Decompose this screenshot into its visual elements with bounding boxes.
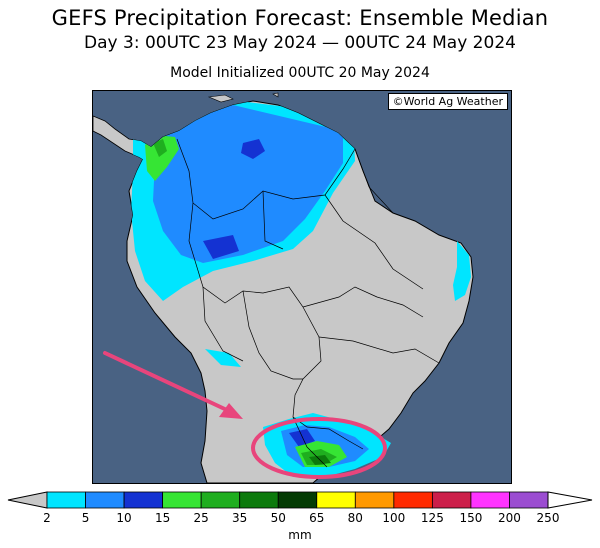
caribbean-island [207, 94, 234, 103]
precipitation-patch [205, 349, 241, 367]
colorbar-bin-2-5 [46, 491, 86, 509]
colorbar-tick-label: 25 [193, 511, 209, 525]
colorbar-bin-50-65 [277, 491, 318, 509]
colorbar-tick-label: 125 [420, 511, 444, 525]
model-init-time: Model Initialized 00UTC 20 May 2024 [170, 65, 430, 81]
colorbar-tick-label: 150 [459, 511, 483, 525]
annotation-arrow [103, 351, 243, 419]
colorbar-tick-label: 50 [270, 511, 286, 525]
country-borders [176, 138, 440, 468]
colorbar-bin-10-15 [123, 491, 164, 509]
precipitation-colorbar [7, 491, 593, 509]
colorbar-tick-label: 10 [116, 511, 132, 525]
colorbar-bin-15-25 [162, 491, 202, 509]
colorbar-bin-125-150 [431, 491, 472, 509]
colorbar-bin-100-125 [393, 491, 433, 509]
colorbar-tick-label: 100 [382, 511, 406, 525]
colorbar-bin-25-35 [200, 491, 241, 509]
colorbar-bin-150-200 [470, 491, 510, 509]
colorbar-bin-80-100 [354, 491, 395, 509]
precipitation-south [263, 413, 391, 477]
colorbar-tick-label: 200 [498, 511, 521, 525]
colorbar-bin-65-80 [316, 491, 356, 509]
precipitation-ne-coast [453, 241, 471, 301]
colorbar-tick-label: 250 [536, 511, 560, 525]
colorbar-over-triangle [547, 491, 593, 509]
colorbar-bin-5-10 [85, 491, 125, 509]
caribbean-island [272, 92, 279, 98]
credit-label: ©World Ag Weather [387, 93, 508, 110]
colorbar-tick-label: 5 [81, 511, 90, 525]
colorbar-tick-label: 65 [309, 511, 325, 525]
map-title: GEFS Precipitation Forecast: Ensemble Me… [51, 6, 549, 30]
map-canvas [93, 92, 474, 483]
colorbar-tick-label: 15 [154, 511, 171, 525]
annotation-ellipse [251, 417, 387, 479]
colorbar-tick-label: 80 [347, 511, 363, 525]
colorbar-under-triangle [7, 491, 48, 509]
colorbar-units: mm [288, 528, 312, 542]
colorbar-tick-label: 2 [43, 511, 51, 525]
colorbar-bin-35-50 [239, 491, 279, 509]
forecast-period: Day 3: 00UTC 23 May 2024 — 00UTC 24 May … [84, 33, 516, 53]
colorbar-tick-label: 35 [232, 511, 248, 525]
precipitation-map: ©World Ag Weather [92, 90, 512, 484]
precipitation-north [131, 101, 355, 301]
colorbar-bin-200-250 [509, 491, 549, 509]
